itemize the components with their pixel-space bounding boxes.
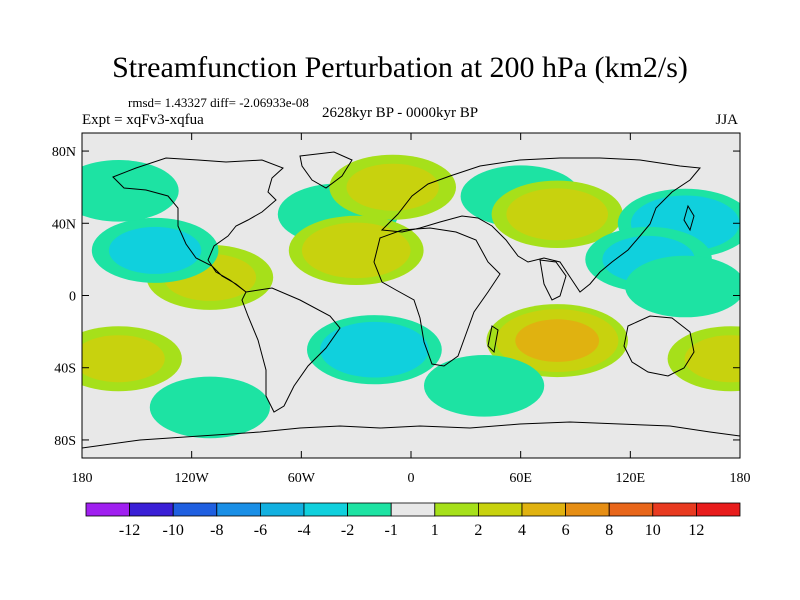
- stats-label: rmsd= 1.43327 diff= -2.06933e-08: [128, 95, 309, 110]
- colorbar-swatch: [259, 502, 305, 517]
- anomaly-cell-1-1: [506, 188, 608, 241]
- coast-madagascar: [487, 325, 499, 354]
- coast-africa: [373, 227, 501, 367]
- coast-india: [539, 259, 567, 301]
- season-label: JJA: [715, 112, 738, 128]
- colorbar-swatch: [696, 502, 741, 517]
- anomaly-cell-15-0: [149, 376, 270, 439]
- colorbar-label: -10: [163, 522, 184, 539]
- colorbar-label: -12: [119, 522, 140, 539]
- anomaly-cell-8-1: [108, 226, 202, 274]
- y-tick-label: 0: [69, 290, 76, 305]
- anomaly-cell-9-0: [82, 160, 179, 222]
- y-tick-label: 40N: [52, 217, 76, 232]
- colorbar-label: 12: [688, 522, 704, 539]
- coast-australia: [623, 315, 695, 377]
- x-tick-label: 60E: [509, 471, 532, 486]
- colorbar-label: 1: [431, 522, 439, 539]
- colorbar-label: -1: [385, 522, 398, 539]
- coast-eurasia: [380, 157, 701, 293]
- colorbar-label: 8: [605, 522, 613, 539]
- colorbar: -12 -10 -8 -6 -4 -2 -1 1 2 4 6 8 10 12: [85, 502, 741, 539]
- anomaly-cell-14-1: [684, 335, 740, 383]
- colorbar-label: -4: [297, 522, 310, 539]
- y-tick-label: 80N: [52, 145, 76, 160]
- colorbar-swatch: [521, 502, 566, 517]
- coast-japan: [683, 204, 695, 232]
- period-label: 2628kyr BP - 0000kyr BP: [321, 105, 479, 121]
- colorbar-swatch: [434, 502, 479, 517]
- y-axis: 80N 40N 0 40S 80S: [52, 145, 740, 449]
- colorbar-label: -8: [210, 522, 223, 539]
- y-tick-label: 80S: [54, 434, 76, 449]
- anomaly-cell-12-0: [424, 355, 545, 417]
- colorbar-swatch: [390, 502, 436, 517]
- coast-south-america: [241, 287, 341, 413]
- colorbar-label: -6: [254, 522, 267, 539]
- coast-greenland: [299, 151, 353, 189]
- x-tick-label: 120W: [175, 471, 210, 486]
- experiment-label: Expt = xqFv3-xqfua: [82, 112, 204, 128]
- coast-north-america: [112, 157, 284, 293]
- x-tick-label: 180: [730, 471, 751, 486]
- anomaly-cell-16-0: [625, 255, 740, 318]
- x-tick-label: 180: [72, 471, 93, 486]
- x-tick-label: 60W: [288, 471, 316, 486]
- anomaly-cell-10-1: [320, 321, 429, 378]
- anomaly-field: [82, 154, 740, 439]
- colorbar-label: 10: [645, 522, 661, 539]
- anomaly-cell-5-1: [346, 163, 439, 211]
- colorbar-swatch: [608, 502, 654, 517]
- colorbar-swatch: [216, 502, 261, 517]
- colorbar-label: 4: [518, 522, 526, 539]
- colorbar-swatch: [172, 502, 218, 517]
- colorbar-label: -2: [341, 522, 354, 539]
- colorbar-swatch: [129, 502, 174, 517]
- colorbar-swatch: [347, 502, 392, 517]
- anomaly-cell-11-2: [515, 319, 600, 362]
- colorbar-swatch: [303, 502, 348, 517]
- x-axis: 180 120W 60W 0 60E 120E 180: [72, 133, 751, 486]
- colorbar-label: 2: [474, 522, 482, 539]
- colorbar-swatch: [85, 502, 130, 517]
- coastlines: [82, 151, 740, 449]
- x-tick-label: 0: [408, 471, 415, 486]
- x-tick-label: 120E: [616, 471, 646, 486]
- anomaly-cell-13-1: [82, 335, 165, 383]
- colorbar-swatch: [565, 502, 610, 517]
- y-tick-label: 40S: [54, 362, 76, 377]
- colorbar-swatch: [477, 502, 523, 517]
- chart-title: Streamfunction Perturbation at 200 hPa (…: [112, 51, 688, 84]
- colorbar-label: 6: [562, 522, 570, 539]
- colorbar-swatch: [652, 502, 697, 517]
- coast-antarctica: [82, 421, 740, 449]
